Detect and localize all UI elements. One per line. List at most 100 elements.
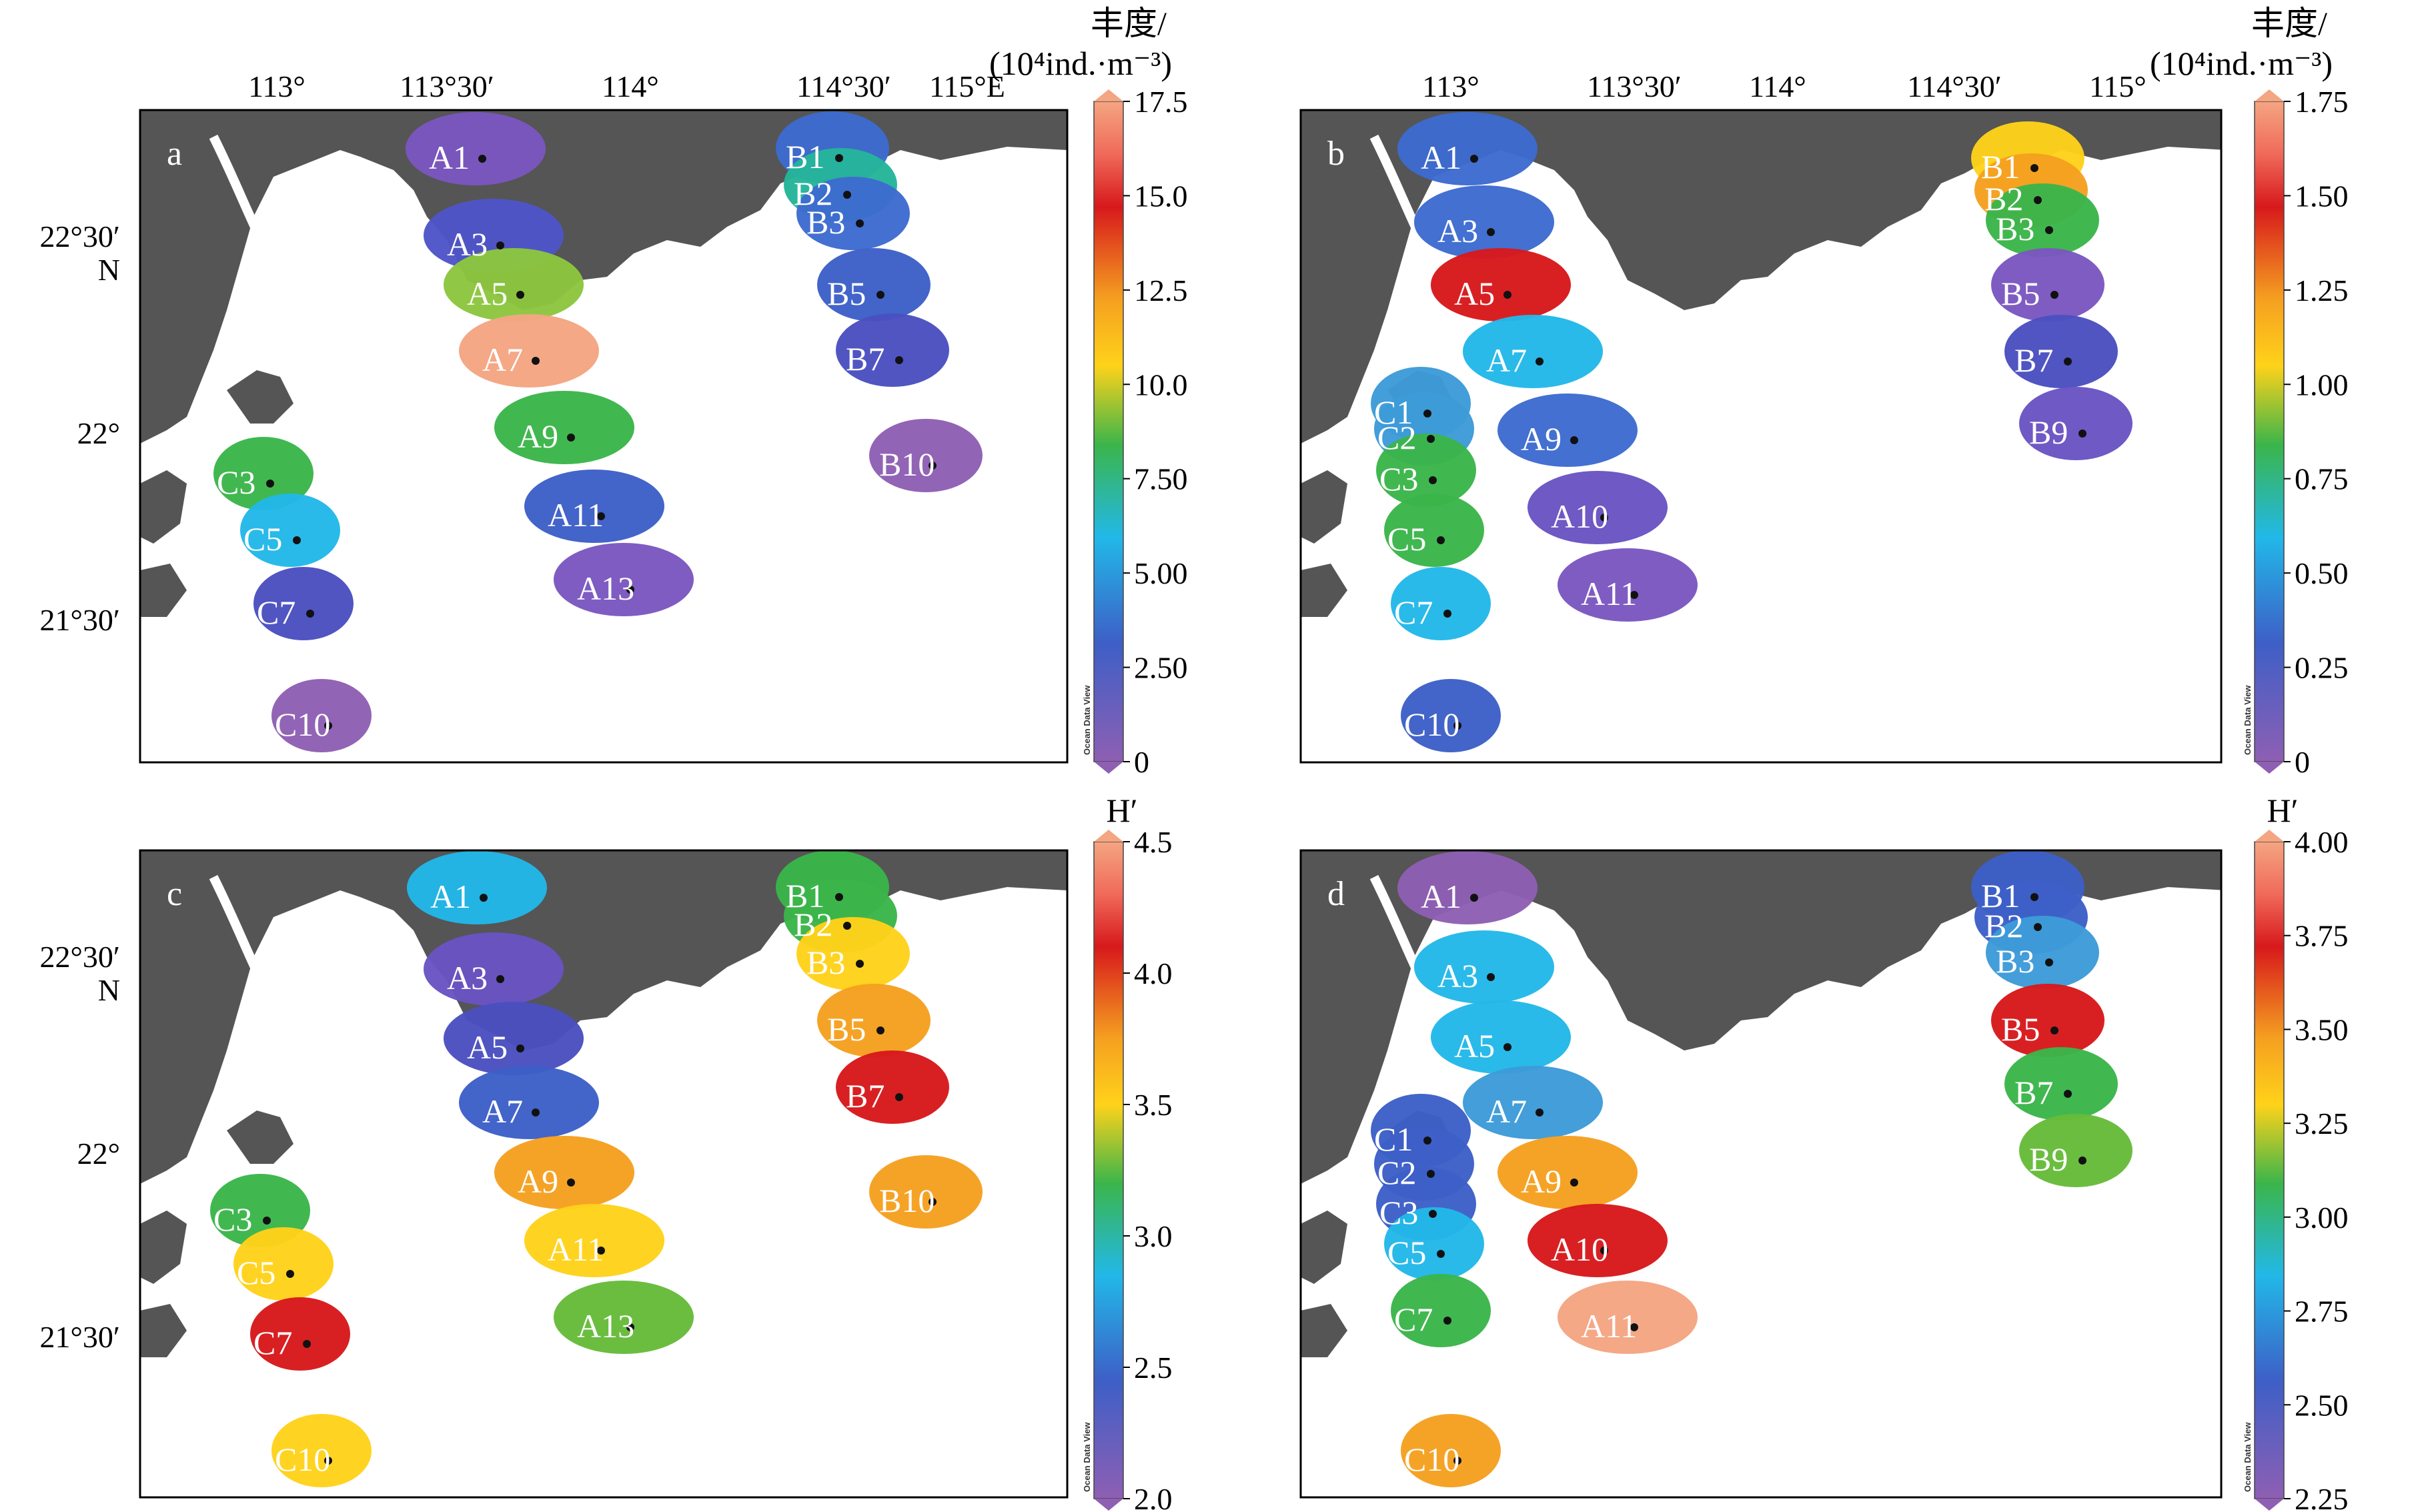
station-dot-B1 xyxy=(2030,893,2038,901)
colorbar-tick: 3.5 xyxy=(1134,1088,1173,1122)
odv-watermark: Ocean Data View xyxy=(1082,685,1092,755)
station-dot-C3 xyxy=(1429,1210,1437,1218)
station-dot-B9 xyxy=(2078,430,2086,438)
station-dot-C10 xyxy=(1453,722,1461,730)
station-dot-C10 xyxy=(1453,1457,1461,1465)
colorbar-tick: 0 xyxy=(2295,745,2310,779)
station-field-B9 xyxy=(2019,1114,2133,1187)
station-field-B10 xyxy=(869,1155,983,1229)
colorbar-tick: 2.0 xyxy=(1134,1482,1173,1512)
station-label-A11: A11 xyxy=(548,1231,604,1268)
station-label-B5: B5 xyxy=(827,1010,866,1048)
colorbar-tick: 4.0 xyxy=(1134,956,1173,990)
station-dot-C7 xyxy=(303,1340,311,1348)
lon-label: 115°E xyxy=(929,69,1005,103)
station-field-C7 xyxy=(1391,1274,1491,1347)
lon-label: 113° xyxy=(248,69,306,103)
station-field-B3 xyxy=(1986,916,2099,989)
station-label-A1: A1 xyxy=(1421,139,1461,176)
panel-letter-c: c xyxy=(167,875,182,913)
station-label-C3: C3 xyxy=(213,1201,252,1238)
station-dot-C3 xyxy=(263,1217,271,1225)
station-dot-C10 xyxy=(324,1457,332,1465)
station-field-C5 xyxy=(240,494,340,567)
station-dot-B7 xyxy=(895,356,903,364)
station-label-A11: A11 xyxy=(1581,1307,1637,1345)
lat-label: 21°30′ xyxy=(40,1320,120,1354)
lon-label: 114°30′ xyxy=(1907,69,2002,103)
station-label-B9: B9 xyxy=(2029,414,2068,451)
station-dot-A13 xyxy=(626,586,634,594)
station-field-A5 xyxy=(1431,1000,1571,1074)
colorbar-title: H′ xyxy=(1106,792,1137,829)
station-dot-A11 xyxy=(597,1247,605,1255)
station-dot-A3 xyxy=(496,975,504,983)
colorbar-tick: 4.00 xyxy=(2295,825,2349,859)
station-label-C7: C7 xyxy=(1394,1301,1433,1338)
station-label-A9: A9 xyxy=(518,418,558,455)
station-field-C10 xyxy=(271,679,372,752)
colorbar-a: 17.5 15.0 12.5 10.0 7.50 5.00 2.50 0 丰度/(10⁴ind.… xyxy=(989,5,1188,779)
colorbar-title: 丰度/ xyxy=(2251,5,2327,42)
lon-label: 115° xyxy=(2089,69,2147,103)
station-field-A9 xyxy=(494,391,634,464)
station-field-A11 xyxy=(524,1204,664,1277)
station-label-A3: A3 xyxy=(447,225,488,263)
colorbar-c: 4.5 4.0 3.5 3.0 2.5 2.0 H′ Ocean Data View xyxy=(1082,792,1173,1512)
station-label-B2: B2 xyxy=(1984,907,2023,944)
colorbar-title: 丰度/ xyxy=(1091,5,1167,42)
colorbar-tick: 2.5 xyxy=(1134,1351,1173,1385)
station-dot-B5 xyxy=(876,291,884,299)
colorbar-tick: 3.75 xyxy=(2295,919,2349,953)
station-dot-C2 xyxy=(1427,435,1435,443)
station-dot-A5 xyxy=(1503,291,1511,299)
colorbar-tick: 2.50 xyxy=(2295,1388,2349,1422)
colorbar-tick: 12.5 xyxy=(1134,273,1188,307)
colorbar-tick: 3.25 xyxy=(2295,1106,2349,1141)
lon-label: 113°30′ xyxy=(400,69,494,103)
colorbar-tick: 0 xyxy=(1134,745,1149,779)
station-label-A13: A13 xyxy=(577,1307,634,1345)
station-label-C3: C3 xyxy=(1379,460,1418,498)
station-label-A7: A7 xyxy=(482,341,523,378)
colorbar-tick: 1.00 xyxy=(2295,367,2349,402)
station-dot-A1 xyxy=(478,155,486,163)
station-field-C5 xyxy=(1384,1207,1484,1281)
station-label-A1: A1 xyxy=(1421,878,1461,915)
station-label-B9: B9 xyxy=(2029,1141,2068,1178)
colorbar-tick: 3.00 xyxy=(2295,1201,2349,1235)
station-field-B5 xyxy=(817,984,931,1057)
station-label-C5: C5 xyxy=(237,1254,275,1291)
station-label-B1: B1 xyxy=(1981,877,2020,914)
station-field-B3 xyxy=(796,917,910,990)
station-label-B10: B10 xyxy=(879,446,935,483)
station-field-B7 xyxy=(836,1050,949,1124)
station-dot-C1 xyxy=(1423,1137,1431,1145)
station-dot-B10 xyxy=(929,1198,937,1206)
colorbar-tick: 0.75 xyxy=(2295,462,2349,496)
station-dot-C10 xyxy=(324,722,332,730)
station-label-A5: A5 xyxy=(1454,1027,1495,1064)
lon-label: 114° xyxy=(1749,69,1806,103)
station-label-B7: B7 xyxy=(2014,341,2053,379)
station-dot-A9 xyxy=(567,434,575,442)
station-field-A1 xyxy=(1397,851,1538,924)
station-dot-B1 xyxy=(835,893,843,901)
station-dot-B3 xyxy=(2045,958,2053,966)
lat-label: 22°30′ xyxy=(40,940,120,974)
lat-label: 22° xyxy=(77,416,120,450)
station-label-A9: A9 xyxy=(518,1163,558,1200)
station-field-C10 xyxy=(271,1414,372,1487)
lon-label: 113°30′ xyxy=(1587,69,1682,103)
station-label-A13: A13 xyxy=(577,570,634,607)
station-field-A9 xyxy=(1497,1136,1638,1209)
station-field-B5 xyxy=(1991,248,2104,321)
station-field-A3 xyxy=(424,932,564,1006)
station-label-C1: C1 xyxy=(1374,1120,1413,1158)
station-field-A11 xyxy=(1558,548,1698,622)
station-label-C7: C7 xyxy=(1394,594,1433,631)
odv-watermark: Ocean Data View xyxy=(2243,685,2253,755)
odv-watermark: Ocean Data View xyxy=(2243,1422,2253,1492)
